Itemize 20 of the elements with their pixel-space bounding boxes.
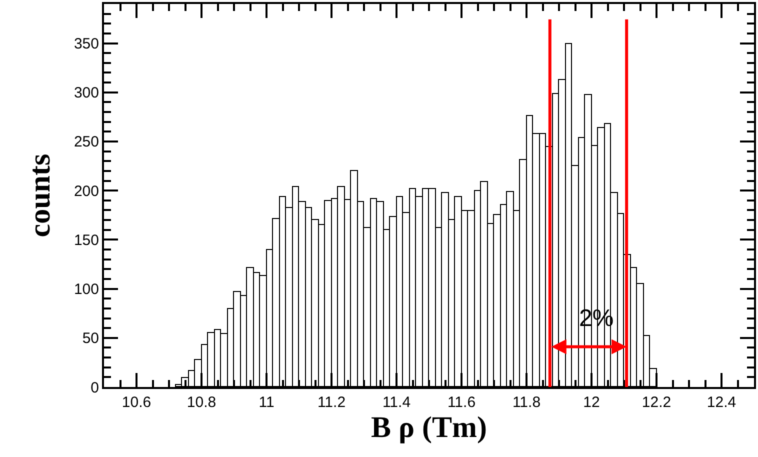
x-tick-label: 12.4 [706, 394, 736, 411]
y-tick-label: 350 [74, 36, 99, 53]
y-tick-label: 300 [74, 84, 99, 102]
y-tick-label: 250 [74, 134, 99, 151]
x-tick-label: 10.8 [186, 394, 216, 411]
x-tick-label: 12 [583, 394, 600, 411]
x-tick-label: 11.6 [447, 394, 476, 411]
x-tick-label: 11.4 [382, 394, 411, 411]
x-tick-label: 11.8 [512, 394, 541, 411]
y-tick-label: 50 [82, 330, 99, 348]
y-tick-label: 150 [74, 232, 99, 249]
x-tick-label: 12.2 [642, 394, 672, 411]
x-tick-label: 11 [258, 394, 274, 411]
x-tick-label: 11.2 [317, 394, 346, 411]
x-tick-label: 10.6 [122, 394, 152, 411]
y-tick-label: 0 [90, 379, 99, 396]
y-axis-title: counts [23, 154, 56, 238]
y-tick-label: 200 [74, 182, 99, 200]
y-tick-label: 100 [74, 281, 99, 298]
x-axis-title: B ρ (Tm) [370, 411, 488, 444]
